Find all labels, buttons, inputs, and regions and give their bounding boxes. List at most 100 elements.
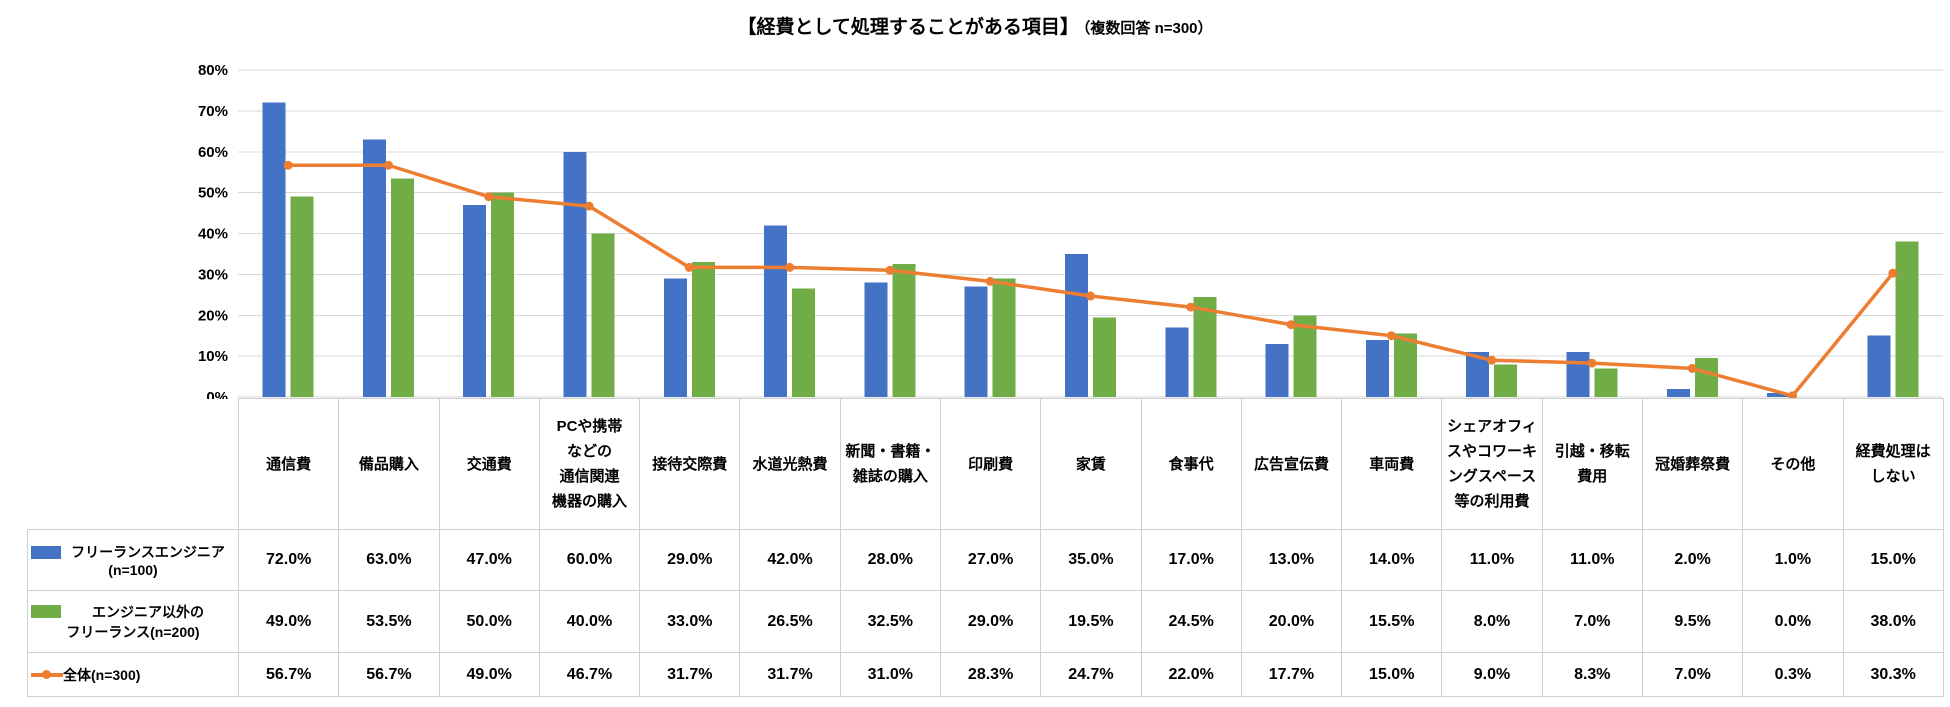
legend-swatch-green-icon <box>31 605 61 618</box>
category-header-cell: シェアオフィ スやコワーキ ングスペース 等の利用費 <box>1441 398 1543 530</box>
value-cell: 60.0% <box>538 529 641 591</box>
bar-series1 <box>964 286 988 397</box>
bar-series2 <box>1594 368 1618 397</box>
line-marker <box>985 276 995 286</box>
line-marker <box>484 192 494 202</box>
bar-series2 <box>892 264 916 397</box>
bar-series2 <box>691 262 715 397</box>
bar-series2 <box>290 196 314 397</box>
value-cell: 9.5% <box>1641 590 1744 653</box>
category-header-cell: 冠婚葬祭費 <box>1641 398 1744 530</box>
bar-series2 <box>1193 296 1217 397</box>
line-marker <box>1888 268 1898 278</box>
bar-series2 <box>1293 315 1317 397</box>
chart-title-note: （複数回答 n=300） <box>1082 20 1213 37</box>
value-cell: 26.5% <box>739 590 841 653</box>
value-cell: 17.7% <box>1240 652 1343 697</box>
bar-series1 <box>463 204 487 397</box>
y-axis-tick-label: 10% <box>198 348 228 365</box>
value-cell: 29.0% <box>639 529 741 591</box>
table-row-series2: エンジニア以外の フリーランス(n=200) 49.0% 53.5% 50.0% 40.0… <box>27 590 1944 653</box>
value-cell: 17.0% <box>1140 529 1242 591</box>
value-cell: 32.5% <box>839 590 941 653</box>
value-cell: 38.0% <box>1842 590 1944 653</box>
bar-series1 <box>864 282 888 397</box>
value-cell: 22.0% <box>1140 652 1242 697</box>
value-cell: 40.0% <box>538 590 641 653</box>
value-cell: 27.0% <box>939 529 1042 591</box>
category-header-cell: 経費処理は しない <box>1842 398 1944 530</box>
bar-series1 <box>262 102 286 397</box>
legend-label-line: フリーランス(n=200) <box>66 623 200 640</box>
bar-series2 <box>992 278 1016 397</box>
value-cell: 9.0% <box>1441 652 1543 697</box>
value-cell: 49.0% <box>438 652 540 697</box>
value-cell: 0.3% <box>1742 652 1844 697</box>
chart-title-main: 【経費として処理することがある項目】 <box>737 17 1079 38</box>
value-cell: 14.0% <box>1341 529 1443 591</box>
value-cell: 53.5% <box>338 590 440 653</box>
category-header-cell: 引越・移転 費用 <box>1541 398 1643 530</box>
line-marker <box>1788 391 1798 399</box>
bar-series1 <box>563 151 587 397</box>
category-header-cell: 交通費 <box>438 398 540 530</box>
legend-cell: エンジニア以外の フリーランス(n=200) <box>27 590 239 653</box>
value-cell: 46.7% <box>538 652 641 697</box>
category-label-line: 接待交際費 <box>652 455 728 473</box>
legend-label-line: (n=100) <box>108 562 158 578</box>
legend-cell: フリーランスエンジニア (n=100) <box>27 529 239 591</box>
category-label-line: 新聞・書籍・ <box>845 443 936 460</box>
value-cell: 2.0% <box>1641 529 1744 591</box>
value-cell: 15.0% <box>1341 652 1443 697</box>
line-marker <box>1286 320 1296 330</box>
y-axis-tick-label: 70% <box>198 103 228 120</box>
table-row-series1: フリーランスエンジニア (n=100) 72.0% 63.0% 47.0% 60.0% 29… <box>27 529 1944 591</box>
category-label-line: 通信関連 <box>559 468 620 485</box>
value-cell: 49.0% <box>237 590 340 653</box>
line-marker <box>584 201 594 211</box>
value-cell: 11.0% <box>1441 529 1543 591</box>
category-label-line: 経費処理は <box>1855 443 1931 460</box>
category-label-line: ングスペース <box>1447 468 1537 485</box>
value-cell: 30.3% <box>1842 652 1944 697</box>
value-cell: 15.5% <box>1341 590 1443 653</box>
bar-series1 <box>1566 352 1590 397</box>
line-marker <box>1186 302 1196 312</box>
value-cell: 20.0% <box>1240 590 1343 653</box>
legend-cell: 全体(n=300) <box>27 652 239 697</box>
category-label-line: しない <box>1870 468 1916 485</box>
category-label-line: 広告宣伝費 <box>1253 455 1329 473</box>
line-marker <box>283 160 293 170</box>
value-cell: 19.5% <box>1040 590 1142 653</box>
category-label-line: 家賃 <box>1075 455 1106 473</box>
line-marker <box>885 265 895 275</box>
value-cell: 8.3% <box>1541 652 1643 697</box>
category-header-cell: その他 <box>1742 398 1844 530</box>
value-cell: 1.0% <box>1742 529 1844 591</box>
chart-title: 【経費として処理することがある項目】 （複数回答 n=300） <box>0 12 1950 39</box>
category-label-line: 食事代 <box>1168 455 1214 473</box>
bar-series1 <box>1365 339 1389 397</box>
bar-series2 <box>1093 317 1116 397</box>
line-marker <box>785 262 795 272</box>
y-axis-tick-label: 50% <box>198 185 228 202</box>
legend-swatch-blue-icon <box>31 545 61 559</box>
value-cell: 50.0% <box>438 590 540 653</box>
value-cell: 15.0% <box>1842 529 1944 591</box>
value-cell: 47.0% <box>438 529 540 591</box>
value-cell: 11.0% <box>1541 529 1643 591</box>
category-header-cell: 食事代 <box>1140 398 1242 530</box>
legend-line-marker-icon <box>31 668 63 681</box>
legend-first-line: エンジニア以外の <box>31 602 235 622</box>
bar-series1 <box>1466 352 1490 397</box>
table-corner-blank <box>28 399 239 530</box>
line-marker <box>1386 331 1396 341</box>
bar-series2 <box>390 178 414 397</box>
value-cell: 0.0% <box>1742 590 1844 653</box>
bar-series2 <box>1895 241 1919 397</box>
bar-series2 <box>491 192 515 397</box>
category-label-line: 費用 <box>1577 468 1608 485</box>
line-marker <box>1587 358 1597 368</box>
category-header-cell: 水道光熱費 <box>739 398 841 530</box>
